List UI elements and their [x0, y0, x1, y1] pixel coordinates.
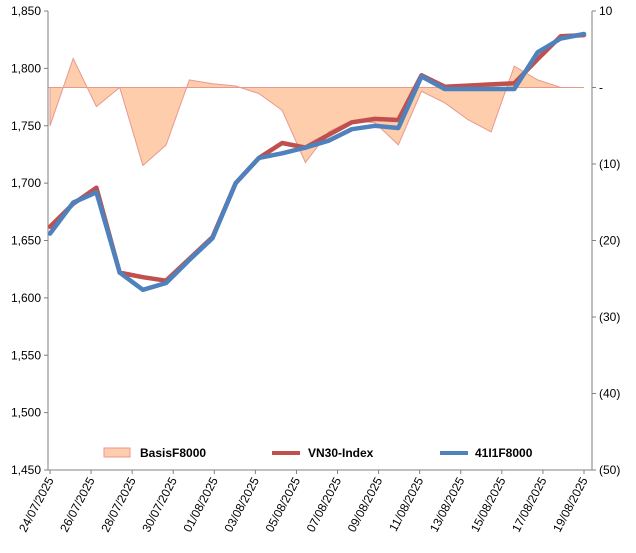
- x-tick-label: 24/07/2025: [16, 475, 57, 535]
- right-y-tick-label: (50): [599, 463, 620, 477]
- legend-label-vn30: VN30-Index: [308, 446, 374, 460]
- futures-41i1f8000-line: [47, 31, 587, 293]
- vn30-index-line: [47, 32, 587, 283]
- right-y-tick-label: (40): [599, 387, 620, 401]
- left-y-tick-label: 1,700: [11, 176, 41, 190]
- right-y-tick-label: (20): [599, 234, 620, 248]
- x-tick-label: 26/07/2025: [57, 475, 98, 535]
- lines-layer: [47, 31, 587, 293]
- basis-area: [49, 57, 584, 167]
- legend-label-futures: 41I1F8000: [475, 446, 533, 460]
- right-y-tick-label: 10: [599, 4, 613, 18]
- x-tick-label: 28/07/2025: [98, 475, 139, 535]
- legend-label-basis: BasisF8000: [140, 446, 206, 460]
- left-y-tick-label: 1,450: [11, 463, 41, 477]
- x-tick-label: 30/07/2025: [139, 475, 180, 535]
- right-y-tick-label: -: [599, 81, 603, 95]
- right-y-tick-label: (30): [599, 310, 620, 324]
- basis-area-layer: [48, 57, 584, 167]
- x-tick-label: 09/08/2025: [345, 475, 386, 535]
- legend-swatch-basis: [103, 447, 131, 458]
- right-y-tick-label: (10): [599, 157, 620, 171]
- left-y-tick-label: 1,550: [11, 348, 41, 362]
- left-y-tick-label: 1,750: [11, 119, 41, 133]
- x-tick-label: 03/08/2025: [221, 475, 262, 535]
- left-y-tick-label: 1,800: [11, 61, 41, 75]
- x-tick-label: 13/08/2025: [427, 475, 468, 535]
- x-tick-label: 07/08/2025: [304, 475, 345, 535]
- x-tick-label: 05/08/2025: [263, 475, 304, 535]
- left-y-tick-label: 1,650: [11, 234, 41, 248]
- axes-layer: [44, 10, 596, 474]
- legend: BasisF8000 VN30-Index 41I1F8000: [103, 446, 533, 460]
- x-tick-label: 15/08/2025: [468, 475, 509, 535]
- left-y-tick-label: 1,500: [11, 406, 41, 420]
- x-tick-label: 17/08/2025: [509, 475, 550, 535]
- left-y-tick-label: 1,850: [11, 4, 41, 18]
- x-tick-label: 11/08/2025: [386, 475, 426, 534]
- left-y-tick-label: 1,600: [11, 291, 41, 305]
- x-tick-label: 19/08/2025: [550, 475, 591, 535]
- x-tick-label: 01/08/2025: [180, 475, 221, 535]
